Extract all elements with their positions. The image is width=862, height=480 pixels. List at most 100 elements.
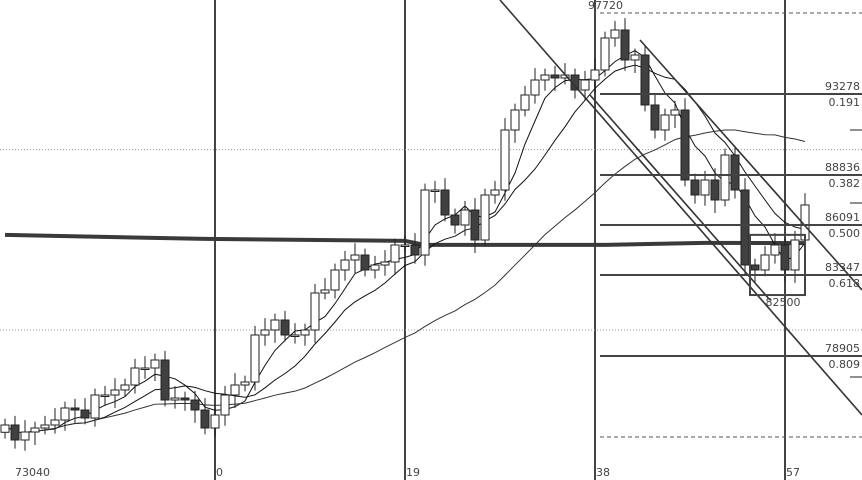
labels-layer: 73040 0 19 38 57 97720 93278 0.191 88836 0.382 860…: [15, 0, 860, 479]
bullish-candle: [480, 194, 490, 241]
bearish-candle: [160, 359, 170, 401]
bullish-candle: [770, 244, 780, 256]
bullish-candle: [670, 109, 680, 116]
bullish-candle: [340, 259, 350, 271]
bearish-candle: [80, 409, 90, 419]
bullish-candle: [610, 29, 620, 39]
bullish-candle: [260, 329, 270, 336]
bearish-candle: [10, 424, 20, 441]
bullish-candle: [580, 79, 590, 91]
fib-ratio-label: 0.382: [829, 177, 861, 190]
bullish-candle: [590, 69, 600, 81]
bearish-candle: [780, 244, 790, 271]
bearish-candle: [410, 244, 420, 256]
channel-trendline: [639, 39, 862, 291]
bearish-candle: [640, 54, 650, 106]
fib-ratio-label: 0.809: [829, 358, 861, 371]
bullish-candle: [50, 419, 60, 426]
fib-ratio-label: 0.500: [829, 227, 861, 240]
bearish-candle: [620, 29, 630, 61]
bullish-candle: [520, 94, 530, 111]
bullish-candle: [390, 244, 400, 263]
channel-trendline: [589, 94, 771, 301]
bullish-candle: [540, 74, 550, 81]
bullish-candle: [100, 394, 110, 398]
bullish-candle: [530, 79, 540, 96]
bullish-candle: [720, 154, 730, 201]
bearish-candle: [450, 214, 460, 226]
bearish-candle: [650, 104, 660, 131]
bullish-candle: [370, 264, 380, 271]
fib-ratio-label: 0.191: [829, 96, 861, 109]
bullish-candle: [120, 384, 130, 391]
bullish-candle: [150, 359, 160, 369]
bullish-candle: [140, 367, 150, 371]
bullish-candle: [760, 254, 770, 271]
bearish-candle: [690, 179, 700, 196]
bearish-candle: [190, 399, 200, 411]
bullish-candle: [430, 189, 440, 192]
bullish-candle: [210, 414, 220, 429]
bullish-candle: [20, 431, 30, 441]
bullish-candle: [40, 424, 50, 429]
bearish-candle: [680, 109, 690, 181]
fib-high-label: 97720: [588, 0, 623, 12]
fib-price-label: 93278: [825, 80, 860, 93]
bullish-candle: [270, 319, 280, 331]
bullish-candle: [240, 381, 250, 386]
bearish-candle: [750, 264, 760, 271]
bullish-candle: [60, 407, 70, 421]
bullish-candle: [250, 334, 260, 383]
bullish-candle: [90, 394, 100, 419]
bullish-candle: [320, 289, 330, 294]
bullish-candle: [110, 389, 120, 396]
bullish-candle: [310, 292, 320, 331]
bullish-candle: [460, 209, 470, 226]
time-label: 38: [596, 466, 610, 479]
bullish-candle: [220, 394, 230, 416]
bullish-candle: [790, 239, 800, 271]
bullish-candle: [170, 397, 180, 401]
fib-price-label: 83347: [825, 261, 860, 274]
bearish-candle: [70, 407, 80, 411]
bullish-candle: [0, 424, 10, 433]
range-box-label: 82500: [766, 296, 801, 309]
bullish-candle: [630, 54, 640, 61]
bearish-candle: [710, 179, 720, 201]
bearish-candle: [730, 154, 740, 191]
bullish-candle: [510, 109, 520, 131]
fib-price-label: 86091: [825, 211, 860, 224]
sma-30-line: [4, 129, 806, 434]
time-label: 73040: [15, 466, 50, 479]
time-label: 0: [216, 466, 223, 479]
range-box: [749, 233, 806, 297]
bullish-candle: [490, 189, 500, 196]
bullish-candle: [600, 37, 610, 71]
bearish-candle: [280, 319, 290, 336]
bullish-candle: [700, 179, 710, 196]
bullish-candle: [400, 244, 410, 247]
bearish-candle: [440, 189, 450, 216]
bullish-candle: [330, 269, 340, 291]
fib-price-label: 78905: [825, 342, 860, 355]
time-label: 19: [406, 466, 420, 479]
bearish-candle: [470, 209, 480, 241]
bearish-candle: [550, 74, 560, 79]
bullish-candle: [420, 189, 430, 256]
bullish-candle: [290, 334, 300, 338]
annotations-layer: [499, 0, 862, 438]
bearish-candle: [200, 409, 210, 429]
channel-trendline: [499, 0, 862, 416]
fib-ratio-label: 0.618: [829, 277, 861, 290]
fib-price-label: 88836: [825, 161, 860, 174]
bullish-candle: [230, 384, 240, 396]
bullish-candle: [130, 367, 140, 386]
bearish-candle: [180, 397, 190, 401]
bullish-candle: [30, 427, 40, 433]
bullish-candle: [660, 114, 670, 131]
bullish-candle: [300, 329, 310, 336]
sma-10-line: [4, 64, 806, 434]
time-label: 57: [786, 466, 800, 479]
bullish-candle: [500, 129, 510, 191]
